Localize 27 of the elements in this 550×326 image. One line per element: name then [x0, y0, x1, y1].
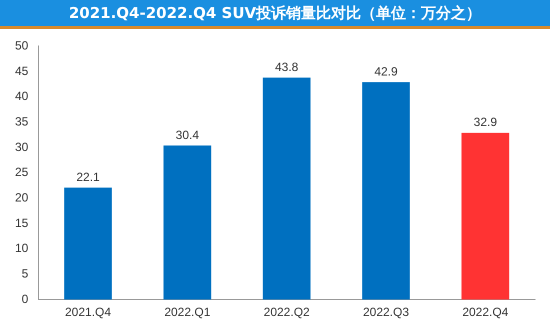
bar [362, 82, 410, 300]
y-tick-label: 10 [14, 241, 29, 256]
y-tick-label: 30 [14, 140, 29, 154]
y-tick-label: 5 [22, 266, 29, 281]
bar [262, 78, 311, 300]
x-tick-label: 2022.Q4 [462, 305, 509, 320]
y-tick-label: 0 [22, 292, 29, 306]
data-label: 22.1 [76, 170, 100, 184]
y-tick-label: 40 [14, 89, 29, 104]
x-tick-label: 2021.Q4 [64, 305, 112, 320]
chart-title: 2021.Q4-2022.Q4 SUV投诉销量比对比（单位：万分之） [0, 0, 550, 29]
y-tick-label: 35 [14, 114, 29, 129]
y-tick-label: 50 [14, 38, 29, 53]
bar [164, 146, 212, 300]
y-tick-label: 25 [14, 165, 29, 180]
x-tick-label: 2022.Q2 [264, 305, 310, 320]
y-tick-label: 15 [14, 216, 29, 230]
x-tick-label: 2022.Q3 [362, 305, 410, 320]
bar [64, 188, 112, 300]
bar [461, 132, 510, 300]
data-label: 42.9 [374, 64, 398, 78]
y-tick-label: 20 [14, 190, 29, 205]
y-tick-label: 45 [14, 64, 29, 78]
data-label: 32.9 [474, 115, 498, 130]
data-label: 43.8 [274, 60, 299, 74]
x-tick-label: 2022.Q1 [164, 305, 211, 320]
data-label: 30.4 [176, 128, 200, 142]
